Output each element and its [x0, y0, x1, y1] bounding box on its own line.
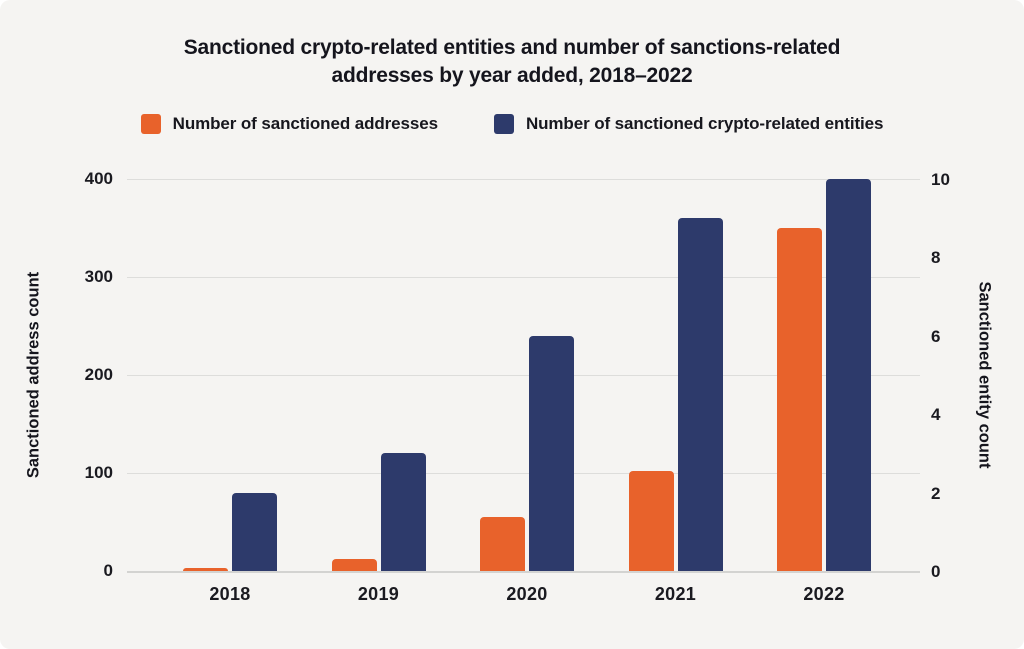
bar-addresses-2020: [480, 517, 525, 571]
addresses-swatch-icon: [140, 114, 161, 134]
gridline-400: [127, 179, 920, 180]
bar-entities-2020: [529, 335, 574, 571]
chart-title-line2: addresses by year added, 2018–2022: [331, 64, 693, 87]
bar-entities-2018: [232, 492, 277, 571]
y-axis-tick-right-4: 4: [931, 405, 941, 425]
legend-label-entities: Number of sanctioned crypto-related enti…: [525, 114, 884, 133]
y-axis-tick-left-200: 200: [84, 365, 113, 384]
x-axis-label-2022: 2022: [803, 584, 845, 604]
y-axis-tick-left-400: 400: [84, 169, 113, 188]
gridline-200: [127, 375, 920, 376]
legend-label-addresses: Number of sanctioned addresses: [172, 114, 438, 133]
y-axis-tick-right-6: 6: [931, 326, 941, 346]
x-axis-line: [127, 571, 920, 573]
y-axis-tick-left-0: 0: [103, 561, 113, 580]
y-axis-tick-right-8: 8: [931, 248, 941, 268]
bar-entities-2019: [380, 453, 426, 571]
x-axis-label-2021: 2021: [654, 584, 697, 604]
y-axis-tick-right-0: 0: [931, 562, 941, 581]
chart-title-line1: Sanctioned crypto-related entities and n…: [183, 36, 841, 59]
bar-addresses-2021: [628, 471, 674, 571]
gridline-300: [127, 277, 920, 278]
legend: Number of sanctioned addresses Number of…: [0, 114, 1024, 134]
y-axis-tick-right-10: 10: [931, 170, 950, 189]
x-axis-label-2018: 2018: [209, 584, 251, 604]
bar-addresses-2019: [331, 559, 377, 571]
right-axis-title: Sanctioned entity count: [975, 281, 994, 469]
left-axis-title: Sanctioned address count: [24, 271, 43, 479]
legend-item-entities: Number of sanctioned crypto-related enti…: [493, 114, 884, 134]
bar-entities-2022: [826, 179, 871, 571]
y-axis-tick-left-300: 300: [84, 267, 113, 286]
legend-item-addresses: Number of sanctioned addresses: [140, 114, 438, 134]
x-axis-label-2020: 2020: [506, 584, 548, 604]
y-axis-tick-left-100: 100: [84, 463, 113, 482]
y-axis-tick-right-2: 2: [931, 483, 941, 503]
entities-swatch-icon: [493, 114, 514, 134]
bar-entities-2021: [677, 218, 723, 571]
bar-addresses-2022: [777, 228, 822, 571]
x-axis-label-2019: 2019: [357, 584, 400, 604]
gridline-100: [127, 473, 920, 474]
chart-title: Sanctioned crypto-related entities and n…: [0, 34, 1024, 90]
bar-addresses-2018: [183, 568, 228, 571]
